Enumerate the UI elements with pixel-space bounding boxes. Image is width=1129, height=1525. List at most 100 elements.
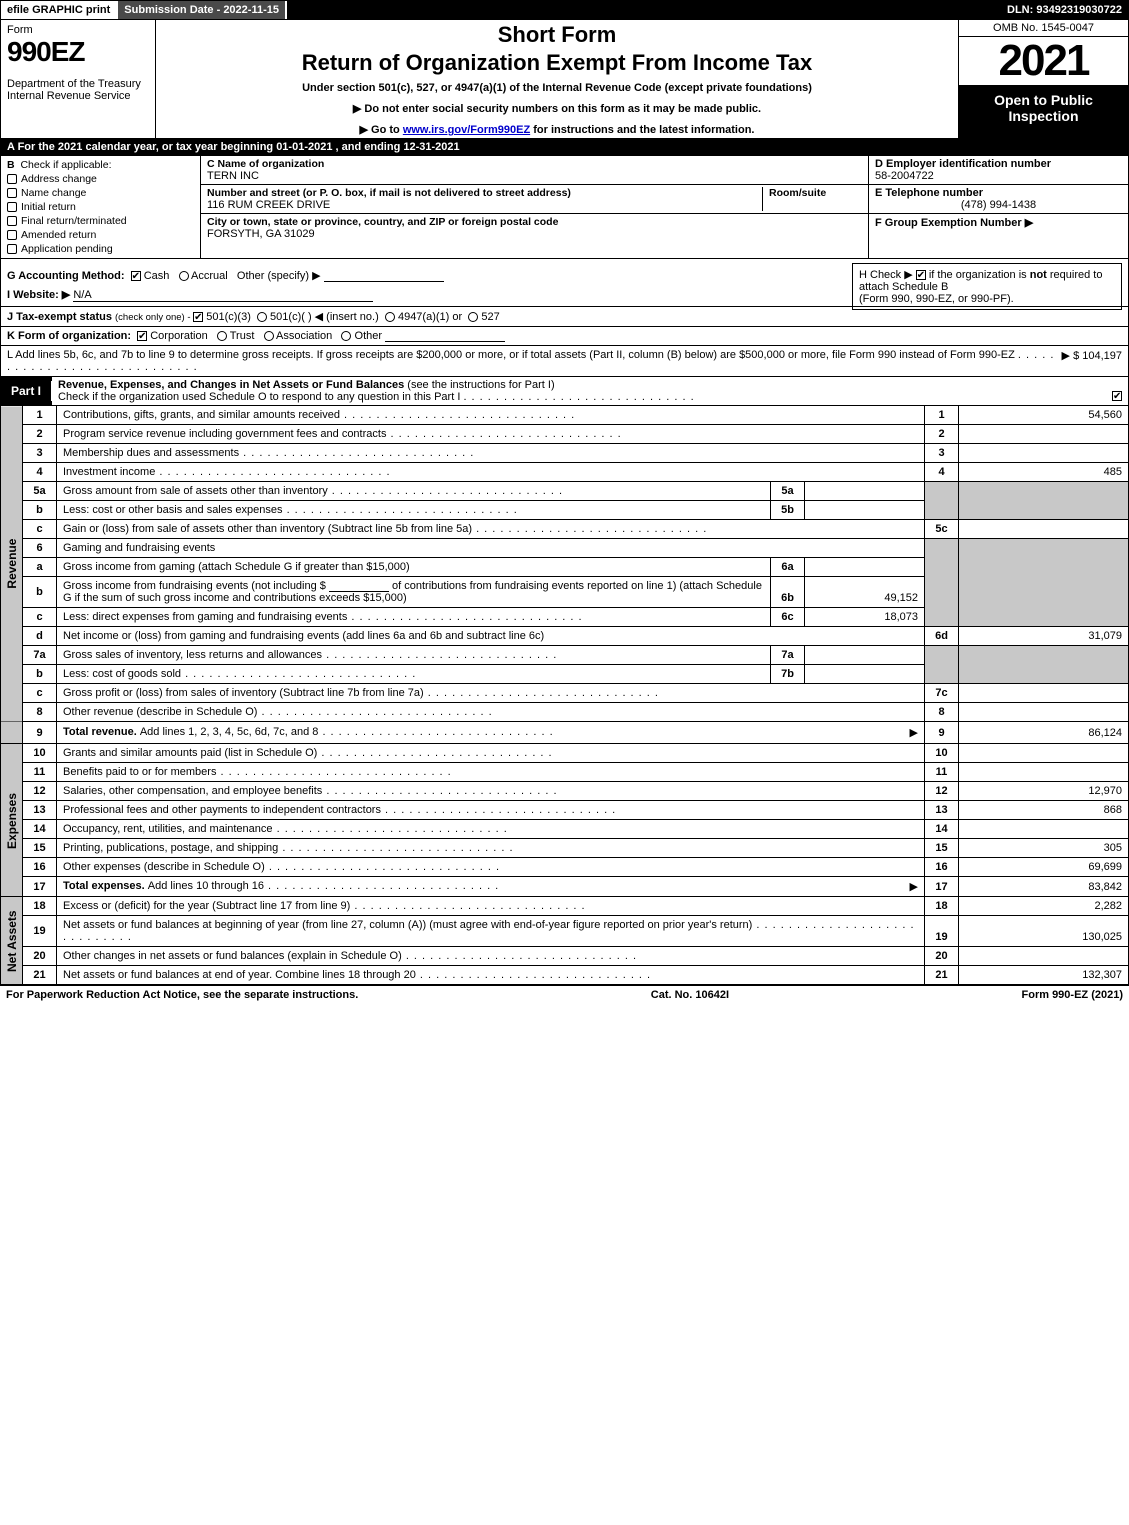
k-other-input[interactable] — [385, 330, 505, 342]
line-col: 12 — [925, 782, 959, 801]
line-val — [959, 703, 1129, 722]
line-col: 20 — [925, 947, 959, 966]
e-block: E Telephone number (478) 994-1438 — [869, 185, 1128, 214]
radio-association[interactable] — [264, 331, 274, 341]
table-row: 12 Salaries, other compensation, and emp… — [1, 782, 1129, 801]
radio-other[interactable] — [341, 331, 351, 341]
line-desc: Membership dues and assessments — [57, 444, 925, 463]
mini-line-num: 5b — [771, 501, 805, 520]
line-7c-desc: Gross profit or (loss) from sales of inv… — [63, 687, 424, 699]
line-num: 20 — [23, 947, 57, 966]
c-name-row: C Name of organization TERN INC — [201, 156, 868, 185]
line-desc: Other expenses (describe in Schedule O) — [57, 858, 925, 877]
checkbox-501c3[interactable] — [193, 312, 203, 322]
arrow-icon: ▶ — [910, 726, 918, 739]
g-other-input[interactable] — [324, 270, 444, 282]
opt-name-change: Name change — [21, 187, 86, 199]
j-small: (check only one) - — [115, 312, 193, 323]
checkbox-h[interactable] — [916, 270, 926, 280]
line-val — [959, 684, 1129, 703]
line-3-desc: Membership dues and assessments — [63, 447, 239, 459]
line-num: 2 — [23, 425, 57, 444]
line-desc: Gaming and fundraising events — [57, 539, 925, 558]
checkbox-initial-return[interactable] — [7, 202, 17, 212]
line-col: 4 — [925, 463, 959, 482]
line-desc: Investment income — [57, 463, 925, 482]
table-row: 16 Other expenses (describe in Schedule … — [1, 858, 1129, 877]
mini-line-num: 7b — [771, 665, 805, 684]
line-desc: Other revenue (describe in Schedule O) — [57, 703, 925, 722]
omb-number: OMB No. 1545-0047 — [959, 20, 1128, 37]
row-a-tax-year: A For the 2021 calendar year, or tax yea… — [0, 139, 1129, 156]
org-name: TERN INC — [207, 170, 259, 182]
line-15-desc: Printing, publications, postage, and shi… — [63, 842, 278, 854]
line-val: 83,842 — [959, 877, 1129, 897]
mini-line-num: 5a — [771, 482, 805, 501]
radio-trust[interactable] — [217, 331, 227, 341]
checkbox-amended-return[interactable] — [7, 230, 17, 240]
expenses-side-label: Expenses — [1, 744, 23, 897]
radio-4947[interactable] — [385, 312, 395, 322]
ein: 58-2004722 — [875, 170, 934, 182]
line-col: 16 — [925, 858, 959, 877]
tax-year: 2021 — [959, 37, 1128, 86]
line-col: 9 — [925, 722, 959, 744]
line-num: 12 — [23, 782, 57, 801]
revenue-side-label: Revenue — [1, 406, 23, 722]
radio-527[interactable] — [468, 312, 478, 322]
line-6b-blank[interactable] — [329, 580, 389, 592]
line-desc: Gross profit or (loss) from sales of inv… — [57, 684, 925, 703]
line-k: K Form of organization: Corporation Trus… — [1, 327, 1128, 346]
submission-date: Submission Date - 2022-11-15 — [118, 1, 287, 19]
f-block: F Group Exemption Number ▶ — [869, 214, 1128, 258]
goto-link[interactable]: www.irs.gov/Form990EZ — [403, 124, 530, 136]
checkbox-application-pending[interactable] — [7, 244, 17, 254]
j-527: 527 — [481, 311, 499, 323]
checkbox-name-change[interactable] — [7, 188, 17, 198]
radio-accrual[interactable] — [179, 271, 189, 281]
line-9-desc-bold: Total revenue. — [63, 726, 140, 738]
line-val: 12,970 — [959, 782, 1129, 801]
line-desc: Other changes in net assets or fund bala… — [57, 947, 925, 966]
table-row: 14 Occupancy, rent, utilities, and maint… — [1, 820, 1129, 839]
line-val — [959, 520, 1129, 539]
check-if-applicable: Check if applicable: — [20, 159, 111, 171]
line-val — [959, 444, 1129, 463]
c-room-lbl: Room/suite — [769, 187, 826, 199]
goto-prefix: ▶ Go to — [360, 124, 403, 136]
line-desc: Total expenses. Add lines 10 through 16 … — [57, 877, 925, 897]
opt-address-change: Address change — [21, 173, 97, 185]
line-val: 132,307 — [959, 966, 1129, 985]
line-col: 15 — [925, 839, 959, 858]
line-num: 13 — [23, 801, 57, 820]
checkbox-final-return[interactable] — [7, 216, 17, 226]
line-21-desc: Net assets or fund balances at end of ye… — [63, 969, 416, 981]
h-text4: (Form 990, 990-EZ, or 990-PF). — [859, 293, 1014, 305]
form-header: Form 990EZ Department of the Treasury In… — [0, 20, 1129, 139]
footer-right-prefix: Form — [1022, 989, 1053, 1001]
netassets-side-label: Net Assets — [1, 897, 23, 985]
table-row: 3 Membership dues and assessments 3 — [1, 444, 1129, 463]
line-num: 15 — [23, 839, 57, 858]
radio-501c[interactable] — [257, 312, 267, 322]
mini-line-val: 49,152 — [805, 577, 925, 608]
table-row: d Net income or (loss) from gaming and f… — [1, 627, 1129, 646]
footer-right-form: 990-EZ — [1052, 989, 1088, 1001]
checkbox-corporation[interactable] — [137, 331, 147, 341]
g-label: G Accounting Method: — [7, 270, 125, 282]
line-desc: Occupancy, rent, utilities, and maintena… — [57, 820, 925, 839]
checkbox-address-change[interactable] — [7, 174, 17, 184]
part-i-title-wrap: Revenue, Expenses, and Changes in Net As… — [52, 377, 1128, 405]
checkbox-cash[interactable] — [131, 271, 141, 281]
line-num: c — [23, 608, 57, 627]
line-17-desc2: Add lines 10 through 16 — [148, 880, 264, 892]
efile-print[interactable]: efile GRAPHIC print — [1, 1, 118, 19]
k-corp: Corporation — [150, 330, 207, 342]
line-num: 6 — [23, 539, 57, 558]
line-col: 13 — [925, 801, 959, 820]
checkbox-schedule-o[interactable] — [1112, 391, 1122, 401]
line-num: 19 — [23, 916, 57, 947]
line-val — [959, 425, 1129, 444]
line-num: 17 — [23, 877, 57, 897]
section-b-block: B Check if applicable: Address change Na… — [0, 156, 1129, 259]
